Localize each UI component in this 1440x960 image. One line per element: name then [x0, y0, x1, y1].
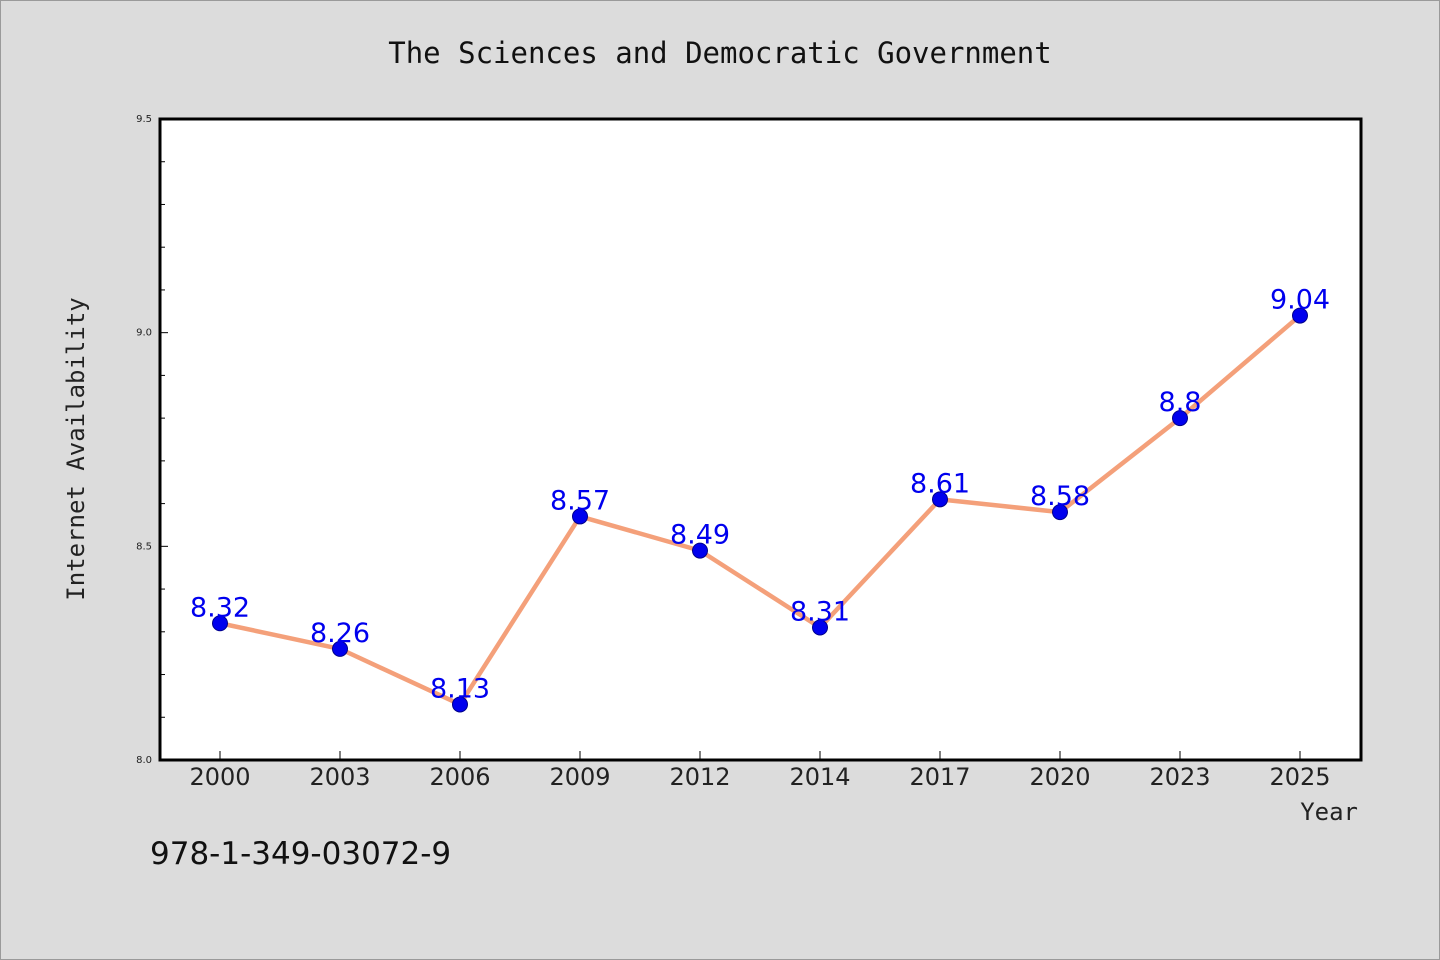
- data-point: [1292, 307, 1308, 324]
- y-tick-label: 9.5: [136, 114, 152, 125]
- isbn-label: 978-1-349-03072-9: [150, 836, 451, 872]
- data-point: [452, 696, 468, 713]
- x-tick-label: 2014: [789, 763, 850, 791]
- series-line: [219, 313, 1302, 707]
- data-point: [812, 619, 828, 636]
- x-axis: 2000 2003 2006 2009 2012 2014 2017 2020 2023 2025: [189, 751, 1331, 791]
- chart-title: The Sciences and Democratic Government: [388, 36, 1051, 70]
- data-label: 8.58: [1030, 481, 1090, 512]
- data-label: 8.57: [550, 485, 610, 516]
- data-point: [572, 508, 588, 525]
- y-axis: 8.0 8.5 9.0 9.5: [136, 114, 168, 766]
- data-point: [932, 491, 948, 508]
- x-tick-label: 2020: [1029, 763, 1090, 791]
- data-label: 8.61: [910, 468, 970, 499]
- data-point: [1172, 410, 1188, 427]
- data-point: [212, 615, 228, 632]
- y-tick-label: 8.0: [136, 755, 152, 766]
- x-tick-label: 2009: [549, 763, 610, 791]
- data-label: 8.13: [430, 673, 490, 704]
- data-label: 9.04: [1270, 285, 1330, 316]
- x-axis-label: Year: [1300, 798, 1358, 826]
- data-label: 8.26: [310, 618, 370, 649]
- data-markers: [212, 307, 1308, 713]
- y-tick-label: 9.0: [136, 328, 152, 339]
- y-tick-label: 8.5: [136, 541, 152, 552]
- data-point: [332, 640, 348, 657]
- data-point: [1052, 504, 1068, 521]
- x-tick-label: 2025: [1269, 763, 1330, 791]
- data-label: 8.49: [670, 520, 730, 551]
- data-label: 8.31: [790, 597, 850, 628]
- y-axis-label: Internet Availability: [62, 297, 90, 600]
- data-point: [692, 542, 708, 559]
- plot-area: [158, 117, 1363, 762]
- x-tick-label: 2017: [909, 763, 970, 791]
- x-tick-label: 2000: [189, 763, 250, 791]
- data-labels: 8.32 8.26 8.13 8.57 8.49 8.31 8.61 8.58 8.8 9.04: [190, 285, 1330, 705]
- x-tick-label: 2012: [669, 763, 730, 791]
- data-label: 8.8: [1159, 387, 1202, 418]
- x-tick-label: 2023: [1149, 763, 1210, 791]
- x-tick-label: 2006: [429, 763, 490, 791]
- x-tick-label: 2003: [309, 763, 370, 791]
- data-label: 8.32: [190, 592, 250, 623]
